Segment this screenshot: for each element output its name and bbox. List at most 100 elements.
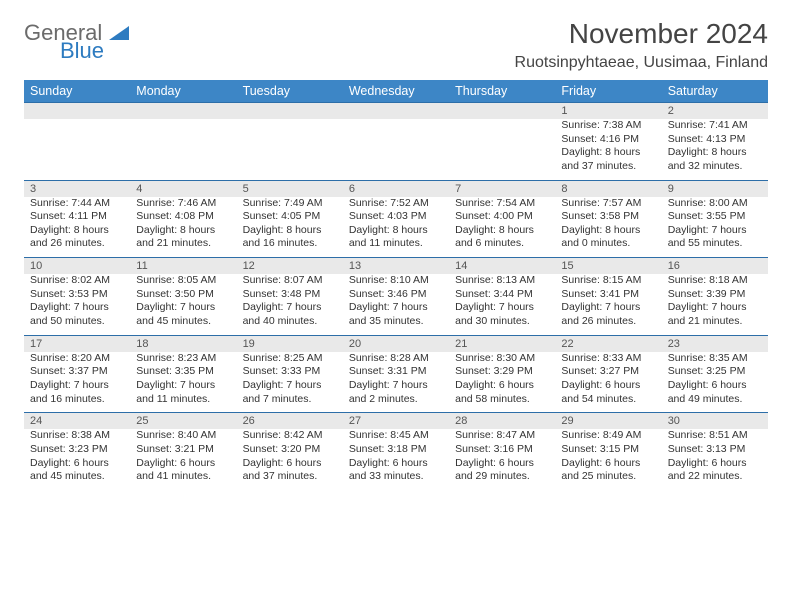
day-number-cell: 30 (662, 413, 768, 430)
sunset-text: Sunset: 4:03 PM (349, 210, 443, 224)
sunset-text: Sunset: 4:13 PM (668, 133, 762, 147)
day1-text: Daylight: 7 hours (243, 301, 337, 315)
sunset-text: Sunset: 3:58 PM (561, 210, 655, 224)
day-number: 25 (136, 415, 148, 427)
day-cell: Sunrise: 7:57 AMSunset: 3:58 PMDaylight:… (555, 197, 661, 258)
dow-saturday: Saturday (662, 80, 768, 103)
day2-text: and 50 minutes. (30, 315, 124, 329)
day-number-cell (24, 103, 130, 120)
day2-text: and 26 minutes. (561, 315, 655, 329)
day2-text: and 33 minutes. (349, 470, 443, 484)
day-number: 8 (561, 183, 567, 195)
sunset-text: Sunset: 3:21 PM (136, 443, 230, 457)
sunrise-text: Sunrise: 8:51 AM (668, 429, 762, 443)
sunrise-text: Sunrise: 8:23 AM (136, 352, 230, 366)
day-cell: Sunrise: 7:49 AMSunset: 4:05 PMDaylight:… (237, 197, 343, 258)
week-row: Sunrise: 8:02 AMSunset: 3:53 PMDaylight:… (24, 274, 768, 335)
dow-wednesday: Wednesday (343, 80, 449, 103)
day-number: 21 (455, 338, 467, 350)
sunset-text: Sunset: 4:08 PM (136, 210, 230, 224)
day-cell: Sunrise: 8:47 AMSunset: 3:16 PMDaylight:… (449, 429, 555, 490)
day-number-cell: 1 (555, 103, 661, 120)
day2-text: and 22 minutes. (668, 470, 762, 484)
day1-text: Daylight: 6 hours (668, 457, 762, 471)
day2-text: and 54 minutes. (561, 393, 655, 407)
day2-text: and 37 minutes. (243, 470, 337, 484)
week-row: Sunrise: 8:20 AMSunset: 3:37 PMDaylight:… (24, 352, 768, 413)
day-number: 14 (455, 260, 467, 272)
day-cell (237, 119, 343, 180)
day-cell: Sunrise: 8:35 AMSunset: 3:25 PMDaylight:… (662, 352, 768, 413)
day2-text: and 32 minutes. (668, 160, 762, 174)
day-number-cell: 24 (24, 413, 130, 430)
day2-text: and 40 minutes. (243, 315, 337, 329)
day2-text: and 45 minutes. (136, 315, 230, 329)
day-number-cell: 13 (343, 258, 449, 275)
day-number: 23 (668, 338, 680, 350)
day-number-cell: 6 (343, 180, 449, 197)
day-cell (24, 119, 130, 180)
sunset-text: Sunset: 3:31 PM (349, 365, 443, 379)
week-row: Sunrise: 7:44 AMSunset: 4:11 PMDaylight:… (24, 197, 768, 258)
day-number-cell: 29 (555, 413, 661, 430)
day-number: 26 (243, 415, 255, 427)
day-cell: Sunrise: 8:51 AMSunset: 3:13 PMDaylight:… (662, 429, 768, 490)
day-cell: Sunrise: 7:38 AMSunset: 4:16 PMDaylight:… (555, 119, 661, 180)
day-number: 27 (349, 415, 361, 427)
sunrise-text: Sunrise: 7:57 AM (561, 197, 655, 211)
day-cell (130, 119, 236, 180)
sunset-text: Sunset: 3:53 PM (30, 288, 124, 302)
header: General Blue November 2024 Ruotsinpyhtae… (24, 18, 768, 72)
day-number-cell: 10 (24, 258, 130, 275)
sunset-text: Sunset: 3:18 PM (349, 443, 443, 457)
sunset-text: Sunset: 3:35 PM (136, 365, 230, 379)
sunrise-text: Sunrise: 7:49 AM (243, 197, 337, 211)
day-number-cell: 15 (555, 258, 661, 275)
sunrise-text: Sunrise: 7:41 AM (668, 119, 762, 133)
day1-text: Daylight: 7 hours (561, 301, 655, 315)
day-number: 28 (455, 415, 467, 427)
day-cell: Sunrise: 8:23 AMSunset: 3:35 PMDaylight:… (130, 352, 236, 413)
sunset-text: Sunset: 4:16 PM (561, 133, 655, 147)
sunset-text: Sunset: 3:48 PM (243, 288, 337, 302)
week-row: Sunrise: 7:38 AMSunset: 4:16 PMDaylight:… (24, 119, 768, 180)
day-cell: Sunrise: 8:05 AMSunset: 3:50 PMDaylight:… (130, 274, 236, 335)
day-number: 4 (136, 183, 142, 195)
day-cell: Sunrise: 8:28 AMSunset: 3:31 PMDaylight:… (343, 352, 449, 413)
day-number-cell: 21 (449, 335, 555, 352)
day1-text: Daylight: 7 hours (455, 301, 549, 315)
day-cell: Sunrise: 7:41 AMSunset: 4:13 PMDaylight:… (662, 119, 768, 180)
sunset-text: Sunset: 3:55 PM (668, 210, 762, 224)
day2-text: and 41 minutes. (136, 470, 230, 484)
day-cell: Sunrise: 8:40 AMSunset: 3:21 PMDaylight:… (130, 429, 236, 490)
day-number-cell: 20 (343, 335, 449, 352)
day-number-cell: 4 (130, 180, 236, 197)
dow-thursday: Thursday (449, 80, 555, 103)
day-number-cell: 3 (24, 180, 130, 197)
sunset-text: Sunset: 3:23 PM (30, 443, 124, 457)
day-number-cell: 11 (130, 258, 236, 275)
day2-text: and 26 minutes. (30, 237, 124, 251)
sunrise-text: Sunrise: 8:30 AM (455, 352, 549, 366)
day2-text: and 11 minutes. (136, 393, 230, 407)
sunset-text: Sunset: 3:15 PM (561, 443, 655, 457)
day-number-cell (237, 103, 343, 120)
day-cell (449, 119, 555, 180)
sunrise-text: Sunrise: 7:52 AM (349, 197, 443, 211)
sunset-text: Sunset: 3:41 PM (561, 288, 655, 302)
sunset-text: Sunset: 3:44 PM (455, 288, 549, 302)
day-number: 10 (30, 260, 42, 272)
day-cell: Sunrise: 7:52 AMSunset: 4:03 PMDaylight:… (343, 197, 449, 258)
day2-text: and 49 minutes. (668, 393, 762, 407)
sunset-text: Sunset: 4:00 PM (455, 210, 549, 224)
day2-text: and 7 minutes. (243, 393, 337, 407)
day-number-cell: 28 (449, 413, 555, 430)
day1-text: Daylight: 8 hours (668, 146, 762, 160)
day-cell (343, 119, 449, 180)
day-number: 5 (243, 183, 249, 195)
day2-text: and 29 minutes. (455, 470, 549, 484)
day-cell: Sunrise: 8:00 AMSunset: 3:55 PMDaylight:… (662, 197, 768, 258)
day-number-cell: 26 (237, 413, 343, 430)
day-number: 12 (243, 260, 255, 272)
sunrise-text: Sunrise: 8:47 AM (455, 429, 549, 443)
